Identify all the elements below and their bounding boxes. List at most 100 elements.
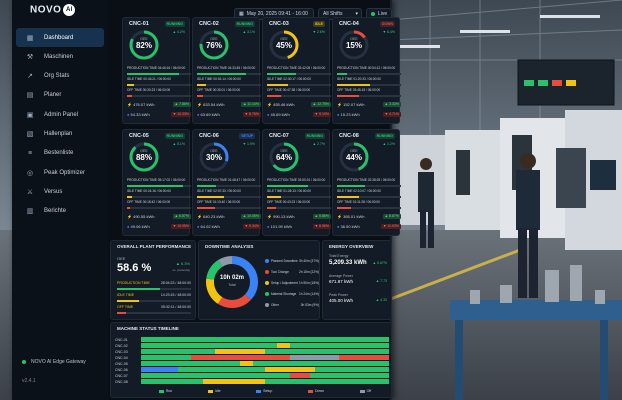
timeline-segment xyxy=(215,349,265,354)
timeline-row-label: CNC-01 xyxy=(115,338,128,342)
oee-delta: ▲ 4.2% xyxy=(172,30,185,34)
machine-card-cnc-06[interactable]: CNC-06 SETUP OEE 30% ▼ 1.9% PRODUCTION TIME 0… xyxy=(192,129,261,236)
oee-value: 45% xyxy=(275,40,292,50)
oee-gauge xyxy=(269,142,299,172)
idle-time-bar xyxy=(197,196,261,198)
status-badge: SETUP xyxy=(239,133,255,139)
timeline-row xyxy=(141,355,389,360)
energy-row: ⚡ 152.07 kWh ▲ 3.33% xyxy=(337,102,401,107)
sidebar: NOVO AI ▦ Dashboard ⚒ Maschinen ↗ Org Stats ▤ Pl… xyxy=(12,0,108,400)
cost-delta: ▼ 10.33% xyxy=(170,112,191,117)
cost-delta: ▼ 10.95% xyxy=(170,224,191,229)
production-time-text: PRODUCTION TIME 00:54:12 / 06:00:00 xyxy=(337,66,396,70)
production-time-bar xyxy=(127,73,191,75)
idle-time-text: IDLE TIME 02:30:17 / 06:00:00 xyxy=(267,77,311,81)
cost-row: ● 64.02 kWh ▼ 9.34% xyxy=(197,224,261,229)
donut-slice-4 xyxy=(206,256,258,308)
downtime-legend-item: Tool Change 2h 15m (22%) xyxy=(265,266,319,277)
timeline-legend-item: Run xyxy=(158,389,172,393)
machine-card-cnc-01[interactable]: CNC-01 RUNNING OEE 82% ▲ 4.2% PRODUCTION TIME… xyxy=(122,17,191,124)
energy-avg-delta: ▲ 7.73 xyxy=(375,279,387,283)
production-time-text: PRODUCTION TIME 01:48:47 / 06:00:00 xyxy=(197,178,256,182)
machine-name: CNC-08 xyxy=(339,133,359,139)
sidebar-item-label: Berichte xyxy=(44,208,67,215)
energy-delta: ▲ 3.33% xyxy=(382,102,401,107)
cost-icon: ● xyxy=(267,112,270,117)
machine-card-cnc-08[interactable]: CNC-08 RUNNING OEE 44% ▲ 1.2% PRODUCTION TIME… xyxy=(332,129,401,236)
cost-icon: ● xyxy=(127,224,130,229)
sidebar-item-hallenplan[interactable]: ▧ Hallenplan xyxy=(16,125,104,144)
overall-off-row: OFF TIME 05:32:11 / 48:00:00 xyxy=(117,305,191,309)
idle-time-bar xyxy=(267,84,331,86)
energy-delta: ▲ 5.88% xyxy=(312,214,331,219)
sidebar-item-org-stats[interactable]: ↗ Org Stats xyxy=(16,67,104,86)
energy-row: ⚡ 633.54 kWh ▲ 11.14% xyxy=(197,102,261,107)
energy-title: ENERGY OVERVIEW xyxy=(329,244,374,249)
downtime-analysis-card[interactable]: DOWNTIME ANALYSIS 10h 02m Total Planned … xyxy=(198,240,320,320)
cost-icon: ● xyxy=(337,224,340,229)
machine-card-cnc-02[interactable]: CNC-02 RUNNING OEE 76% ▲ 3.1% PRODUCTION TIME… xyxy=(192,17,261,124)
timeline-row-label: CNC-05 xyxy=(115,362,128,366)
nav-icon: ◎ xyxy=(26,169,34,177)
sidebar-item-dashboard[interactable]: ▦ Dashboard xyxy=(16,28,104,47)
timeline-segment xyxy=(203,379,265,384)
shift-label: All Shifts xyxy=(323,11,343,17)
cost-icon: ● xyxy=(197,224,200,229)
off-time-text: OFF TIME 01:11:28 / 06:00:00 xyxy=(337,200,380,204)
oee-gauge xyxy=(129,30,159,60)
overall-performance-card[interactable]: OVERALL PLANT PERFORMANCE OEE 58.6 % ▲ 6… xyxy=(110,240,196,320)
cost-row: ● 45.69 kWh ▼ 9.10% xyxy=(267,112,331,117)
sidebar-item-planer[interactable]: ▤ Planer xyxy=(16,86,104,105)
sidebar-item-versus[interactable]: ⚔ Versus xyxy=(16,182,104,201)
energy-icon: ⚡ xyxy=(197,214,202,219)
machine-card-cnc-05[interactable]: CNC-05 RUNNING OEE 88% ▲ 5.1% PRODUCTION TIME… xyxy=(122,129,191,236)
machine-card-cnc-03[interactable]: CNC-03 IDLE OEE 45% ▼ 2.6% PRODUCTION TIME 02… xyxy=(262,17,331,124)
machine-name: CNC-02 xyxy=(199,21,219,27)
machine-card-cnc-07[interactable]: CNC-07 RUNNING OEE 64% ▲ 2.7% PRODUCTION TIME… xyxy=(262,129,331,236)
production-time-text: PRODUCTION TIME 02:42:05 / 06:00:00 xyxy=(267,66,326,70)
sidebar-item-label: Maschinen xyxy=(44,53,74,60)
energy-row: ⚡ 490.55 kWh ▲ 6.87% xyxy=(127,214,191,219)
sidebar-item-peak-optimizer[interactable]: ◎ Peak Optimizer xyxy=(16,163,104,182)
energy-overview-card[interactable]: ENERGY OVERVIEW Total Energy 5,209.33 kW… xyxy=(322,240,392,320)
donut-slice-2 xyxy=(206,256,258,308)
cost-row: ● 49.06 kWh ▼ 10.95% xyxy=(127,224,191,229)
idle-time-text: IDLE TIME 02:57:33 / 06:00:00 xyxy=(197,189,241,193)
idle-time-bar xyxy=(267,196,331,198)
timeline-segment xyxy=(141,337,389,342)
overall-prod-row: PRODUCTION TIME 28:04:23 / 48:00:00 xyxy=(117,281,191,285)
energy-total-label: Total Energy xyxy=(329,254,349,258)
idle-time-bar xyxy=(337,196,401,198)
sidebar-item-admin-panel[interactable]: ▣ Admin Panel xyxy=(16,105,104,124)
cost-row: ● 54.33 kWh ▼ 10.33% xyxy=(127,112,191,117)
downtime-title: DOWNTIME ANALYSIS xyxy=(205,244,254,249)
idle-time-text: IDLE TIME 00:51:14 / 06:00:00 xyxy=(197,77,241,81)
energy-row: ⚡ 476.07 kWh ▲ 7.86% xyxy=(127,102,191,107)
sidebar-item-berichte[interactable]: ▥ Berichte xyxy=(16,202,104,221)
oee-delta: ▲ 3.1% xyxy=(242,30,255,34)
timeline-segment xyxy=(141,373,290,378)
sidebar-item-label: Hallenplan xyxy=(44,131,73,137)
timeline-segment xyxy=(314,367,389,372)
energy-peak-label: Peak Power xyxy=(329,293,348,297)
status-badge: RUNNING xyxy=(164,133,185,139)
sidebar-item-maschinen[interactable]: ⚒ Maschinen xyxy=(16,47,104,66)
off-time-text: OFF TIME 00:43:23 / 06:00:00 xyxy=(267,200,311,204)
nav-icon: ▦ xyxy=(26,34,34,42)
energy-row: ⚡ 990.13 kWh ▲ 5.88% xyxy=(267,214,331,219)
cost-icon: ● xyxy=(197,112,200,117)
cost-delta: ▼ 11.03% xyxy=(380,224,401,229)
machine-card-cnc-04[interactable]: CNC-04 DOWN OEE 15% ▼ 6.4% PRODUCTION TIME 00… xyxy=(332,17,401,124)
timeline-segment xyxy=(240,361,253,366)
oee-readout: OEE 64% xyxy=(268,149,300,162)
idle-time-bar xyxy=(127,84,191,86)
timeline-row xyxy=(141,337,389,342)
timeline-segment xyxy=(289,343,389,348)
sidebar-item-bestenliste[interactable]: ≡ Bestenliste xyxy=(16,144,104,163)
energy-delta: ▲ 10.05% xyxy=(240,214,261,219)
status-timeline-card[interactable]: MACHINE STATUS TIMELINE CNC-01 CNC-02 CNC-… xyxy=(110,322,392,398)
timeline-legend-item: Setup xyxy=(256,389,272,393)
oee-readout: OEE 45% xyxy=(268,37,300,50)
off-time-bar xyxy=(337,95,401,97)
oee-readout: OEE 15% xyxy=(338,37,370,50)
